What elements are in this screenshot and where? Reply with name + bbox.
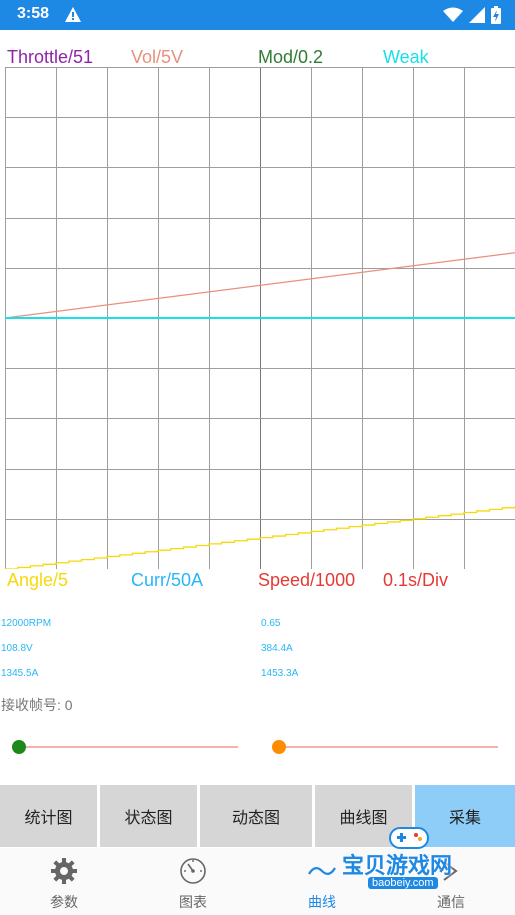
status-chart-button[interactable]: 状态图 <box>100 785 197 847</box>
gamepad-icon <box>389 827 429 849</box>
legend-throttle: Throttle/51 <box>7 47 94 67</box>
gauge-icon <box>180 858 206 884</box>
capture-button[interactable]: 采集 <box>415 785 515 847</box>
slider-right-track <box>272 746 498 748</box>
nav-item-curves[interactable]: 曲线 <box>277 856 367 912</box>
gear-icon <box>51 858 77 884</box>
slider-right[interactable] <box>272 737 498 757</box>
watermark-text: 宝贝游戏网 <box>342 854 453 879</box>
dynamic-chart-button[interactable]: 动态图 <box>200 785 312 847</box>
status-icons <box>443 6 501 24</box>
legend-vol: Vol/5V <box>131 47 184 67</box>
oscilloscope-chart[interactable] <box>5 67 515 569</box>
slider-left-thumb[interactable] <box>12 740 26 754</box>
readout-current-c: 1453.3A <box>261 668 299 679</box>
legend-angle: Angle/5 <box>7 570 69 590</box>
watermark-logo: 宝贝游戏网 baobeiy.com <box>340 822 490 892</box>
button-row: 统计图 状态图 动态图 曲线图 采集 <box>0 785 515 847</box>
nav-label-comm: 通信 <box>437 894 465 910</box>
status-time: 3:58 <box>17 5 50 22</box>
wifi-icon <box>443 7 463 22</box>
legend-mod: Mod/0.2 <box>258 47 324 67</box>
readout-current-b: 384.4A <box>261 643 293 654</box>
stats-chart-button[interactable]: 统计图 <box>0 785 97 847</box>
nav-item-params[interactable]: 参数 <box>19 856 109 912</box>
nav-label-charts: 图表 <box>179 894 207 910</box>
legend-curr: Curr/50A <box>131 570 204 590</box>
trace-vol-5v <box>5 252 515 319</box>
status-bar: 3:58 <box>0 0 515 30</box>
readout-current-a: 1345.5A <box>1 668 39 679</box>
nav-item-charts[interactable]: 图表 <box>148 856 238 912</box>
frame-count-label: 接收帧号: 0 <box>1 697 73 713</box>
comm-icon <box>443 861 458 881</box>
legend-weak: Weak <box>383 47 429 67</box>
legend-timebase: 0.1s/Div <box>383 570 449 590</box>
nav-label-curves: 曲线 <box>308 894 336 910</box>
nav-item-comm[interactable]: 通信 <box>406 856 496 912</box>
battery-charging-icon <box>491 6 501 24</box>
warning-icon <box>65 7 81 22</box>
slider-left-track <box>12 746 238 748</box>
signal-icon <box>469 7 485 23</box>
readout-mod: 0.65 <box>261 618 281 629</box>
readout-voltage: 108.8V <box>1 643 33 654</box>
watermark-url: baobeiy.com <box>368 877 438 889</box>
legend-speed: Speed/1000 <box>258 570 356 590</box>
trace-angle-5 <box>5 506 515 569</box>
wave-icon <box>308 867 336 875</box>
slider-left[interactable] <box>12 737 238 757</box>
readout-rpm: 12000RPM <box>1 618 52 629</box>
nav-label-params: 参数 <box>50 894 78 910</box>
slider-right-thumb[interactable] <box>272 740 286 754</box>
